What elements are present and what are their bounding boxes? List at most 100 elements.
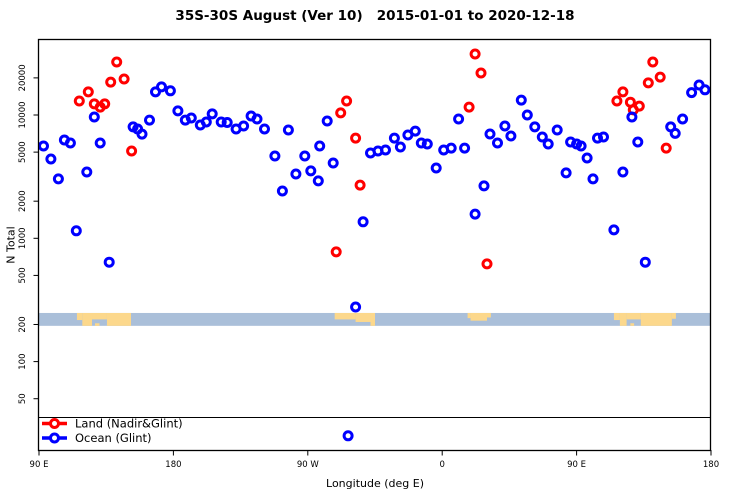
ocean-data-point xyxy=(598,131,609,143)
ocean-data-point xyxy=(608,224,620,236)
ocean-data-point xyxy=(484,128,496,140)
ocean-data-point xyxy=(499,120,511,132)
land-data-point xyxy=(126,145,138,157)
y-tick-label: 50 xyxy=(18,393,28,404)
ocean-data-point xyxy=(64,137,76,149)
ocean-data-point xyxy=(551,124,563,136)
x-tick-label: 0 xyxy=(439,460,444,470)
ocean-data-point xyxy=(536,131,548,143)
map-band-land-segment xyxy=(467,312,471,319)
x-axis-label: Longitude (deg E) xyxy=(326,477,424,490)
ocean-data-point xyxy=(542,138,554,150)
map-band-land-segment xyxy=(106,312,131,326)
land-data-point xyxy=(463,101,475,113)
map-band-land-segment xyxy=(470,312,487,321)
ocean-data-point xyxy=(617,166,629,178)
land-data-point xyxy=(82,86,94,98)
map-band-land-segment xyxy=(82,312,93,326)
chart-title: 35S-30S August (Ver 10) 2015-01-01 to 20… xyxy=(175,8,575,24)
land-data-point xyxy=(99,98,111,110)
land-data-point xyxy=(105,76,117,88)
ocean-data-point xyxy=(669,127,681,139)
ocean-data-point xyxy=(515,94,527,106)
ocean-data-point xyxy=(342,430,354,442)
ocean-data-point xyxy=(581,152,593,164)
ocean-data-point xyxy=(677,113,689,125)
ocean-data-point xyxy=(269,150,281,162)
map-band-land-segment xyxy=(630,323,635,326)
ocean-data-point xyxy=(312,175,324,187)
ocean-data-point xyxy=(699,84,711,96)
map-band-land-segment xyxy=(613,312,620,321)
land-data-point xyxy=(481,258,493,270)
ocean-data-point xyxy=(276,185,288,197)
ocean-data-point xyxy=(478,180,490,192)
land-data-point xyxy=(617,86,629,98)
land-data-point xyxy=(118,73,130,85)
ocean-data-point xyxy=(200,116,212,128)
ocean-data-point xyxy=(305,165,317,177)
map-band-land-segment xyxy=(640,312,672,326)
ocean-data-point xyxy=(575,140,587,152)
ocean-data-point xyxy=(529,121,541,133)
ocean-data-point xyxy=(505,130,517,142)
ocean-data-point xyxy=(38,140,49,152)
y-tick-label: 100 xyxy=(18,353,28,369)
ocean-data-point xyxy=(81,166,93,178)
x-tick-label: 90 E xyxy=(567,460,586,470)
ocean-data-point xyxy=(52,173,64,185)
ocean-data-point xyxy=(415,137,427,149)
ocean-data-point xyxy=(492,137,503,149)
ocean-data-point xyxy=(88,111,100,123)
ocean-data-point xyxy=(172,105,184,117)
legend-symbol-circle xyxy=(49,432,60,444)
ocean-data-point xyxy=(136,128,148,140)
land-data-point xyxy=(475,67,487,79)
ocean-data-point xyxy=(144,114,155,126)
ocean-data-point xyxy=(238,120,250,132)
ocean-data-point xyxy=(430,162,442,174)
y-tick-label: 1000 xyxy=(18,227,28,249)
land-data-point xyxy=(73,95,85,107)
ocean-data-point xyxy=(626,111,638,123)
ocean-data-point xyxy=(327,157,339,169)
ocean-data-point xyxy=(94,137,106,149)
ocean-data-point xyxy=(632,136,644,148)
legend-item-label: Land (Nadir&Glint) xyxy=(75,417,183,431)
y-tick-label: 200 xyxy=(18,316,28,332)
ocean-data-point xyxy=(350,301,362,313)
land-data-point xyxy=(354,179,366,191)
map-band-land-segment xyxy=(487,312,491,318)
ocean-data-point xyxy=(357,216,369,228)
ocean-data-point xyxy=(453,113,465,125)
land-data-point xyxy=(350,132,362,144)
ocean-data-point xyxy=(259,123,270,135)
land-data-point xyxy=(642,77,654,89)
ocean-data-point xyxy=(592,132,603,144)
ocean-data-point xyxy=(394,141,406,153)
ocean-data-point xyxy=(290,168,302,180)
map-band-land-segment xyxy=(92,312,107,320)
y-tick-label: 2000 xyxy=(18,190,28,212)
y-tick-label: 20000 xyxy=(18,64,28,91)
y-tick-label: 5000 xyxy=(18,141,28,163)
x-tick-label: 90 W xyxy=(297,460,320,470)
ocean-data-point xyxy=(459,142,471,154)
land-data-point xyxy=(469,48,481,60)
x-tick-label: 180 xyxy=(165,460,181,470)
map-band-land-segment xyxy=(334,312,356,320)
land-data-point xyxy=(341,95,353,107)
x-tick-label: 180 xyxy=(703,460,719,470)
land-data-point xyxy=(111,56,123,68)
y-tick-label: 500 xyxy=(18,267,28,283)
map-band-land-segment xyxy=(95,323,100,326)
ocean-data-point xyxy=(421,138,433,150)
ocean-data-point xyxy=(445,142,457,154)
ocean-data-point xyxy=(560,167,572,179)
ocean-data-point xyxy=(380,144,391,156)
ocean-data-point xyxy=(215,116,227,128)
ocean-data-point xyxy=(221,117,233,128)
map-band-land-segment xyxy=(671,312,676,319)
